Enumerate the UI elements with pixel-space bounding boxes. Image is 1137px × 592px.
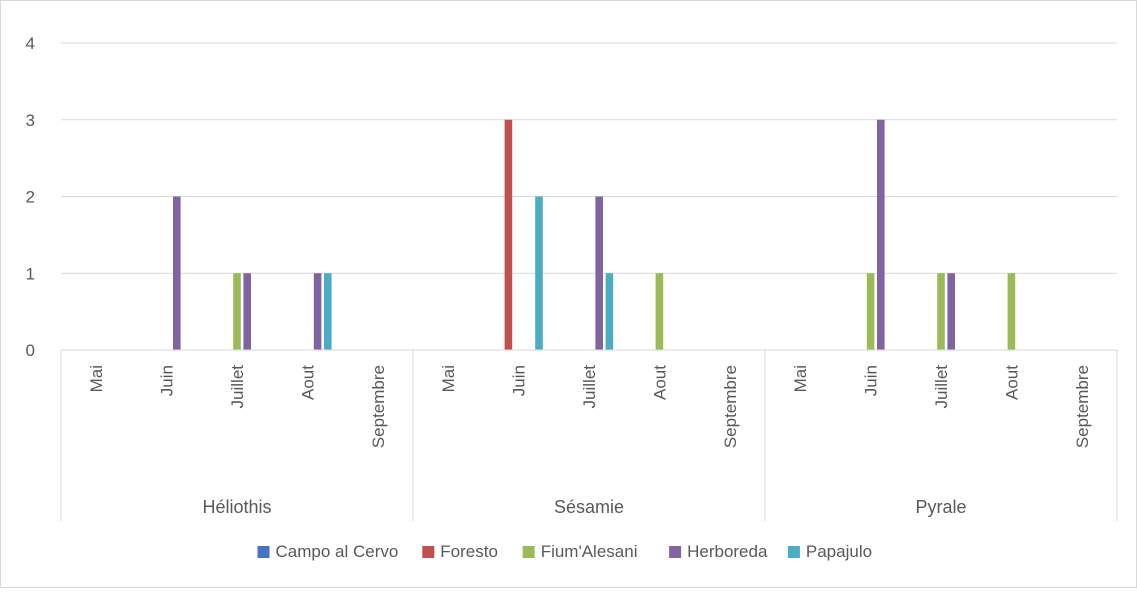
x-tick-label: Mai [87,365,106,392]
x-tick-label: Aout [1002,365,1021,400]
x-tick-label: Juillet [932,365,951,409]
group-label: Pyrale [915,497,966,517]
legend-label: Foresto [440,542,498,561]
y-tick-label: 2 [26,188,35,207]
bar [324,273,332,350]
legend-item: Campo al Cervo [257,542,399,561]
legend-label: Campo al Cervo [276,542,399,561]
legend-label: Fium'Alesani [541,542,638,561]
bar [655,273,664,350]
group-label: Sésamie [554,497,624,517]
legend-item: Fium'Alesani [522,542,638,561]
legend-item: Herboreda [669,542,768,561]
bar [605,273,614,350]
x-tick-label: Aout [298,365,317,400]
x-tick-label: Juillet [580,365,599,409]
bar [233,273,241,350]
bar [866,273,875,350]
bar [313,273,322,350]
y-tick-label: 4 [26,34,35,53]
x-tick-label: Mai [791,365,810,392]
bar [595,196,603,350]
legend-label: Papajulo [806,542,872,561]
group-label: Héliothis [202,497,271,517]
legend-item: Papajulo [787,542,872,561]
x-tick-label: Septembre [1073,365,1092,448]
x-tick-label: Mai [439,365,458,392]
legend-label: Herboreda [687,542,768,561]
x-tick-label: Septembre [369,365,388,448]
legend-swatch [669,546,682,558]
bar [243,273,251,350]
x-tick-label: Juin [862,365,881,396]
bar [173,196,181,350]
legend-swatch [257,546,270,558]
x-tick-label: Juin [510,365,529,396]
legend-swatch [787,546,800,558]
bar [937,273,945,350]
x-tick-label: Juin [158,365,177,396]
x-tick-label: Juillet [228,365,247,409]
bar [504,119,513,350]
x-tick-label: Aout [650,365,669,400]
y-tick-label: 0 [26,341,35,360]
legend-swatch [422,546,435,558]
legend-swatch [522,546,535,558]
bar [877,119,885,350]
bar [535,196,543,350]
bar [947,273,955,350]
y-tick-label: 1 [26,264,35,283]
x-tick-label: Septembre [721,365,740,448]
legend-item: Foresto [422,542,498,561]
y-tick-label: 3 [26,111,35,130]
bar [1007,273,1016,350]
